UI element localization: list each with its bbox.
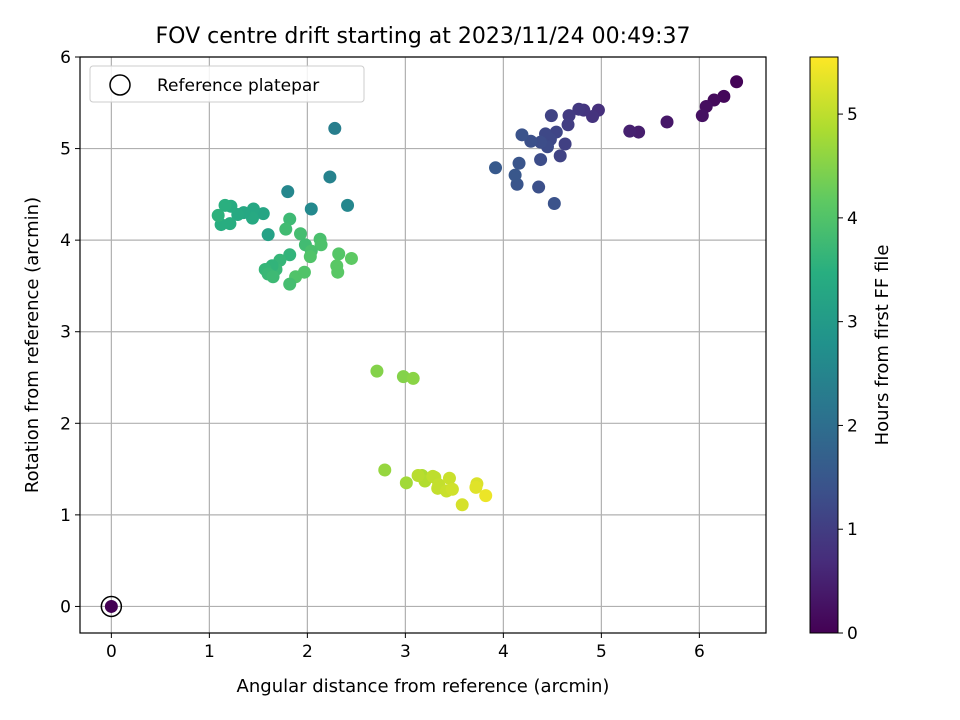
legend: Reference platepar bbox=[89, 65, 365, 103]
colorbar-tick-label: 2 bbox=[847, 416, 858, 436]
x-tick-label: 1 bbox=[204, 642, 215, 662]
y-tick-label: 3 bbox=[60, 323, 71, 343]
x-tick-label: 6 bbox=[694, 642, 705, 662]
data-point bbox=[328, 121, 342, 135]
colorbar-tick-label: 1 bbox=[847, 520, 858, 540]
y-tick-label: 5 bbox=[60, 140, 71, 160]
plot-frame bbox=[79, 56, 767, 634]
data-point bbox=[256, 207, 270, 221]
y-tick-label: 0 bbox=[60, 597, 71, 617]
data-point bbox=[279, 222, 293, 236]
data-point bbox=[297, 265, 311, 279]
legend-box bbox=[89, 65, 365, 103]
data-point bbox=[314, 238, 328, 252]
data-point bbox=[547, 197, 561, 211]
x-tick-label: 0 bbox=[106, 642, 117, 662]
y-axis-ticks: 0 1 2 3 4 5 6 bbox=[60, 48, 80, 617]
data-point bbox=[489, 161, 503, 175]
data-point bbox=[283, 212, 297, 226]
x-tick-label: 5 bbox=[596, 642, 607, 662]
colorbar: 0 1 2 3 4 5 Hours from first FF file bbox=[809, 56, 893, 644]
data-point bbox=[558, 137, 572, 151]
data-point bbox=[344, 251, 358, 265]
data-point bbox=[399, 476, 413, 490]
y-axis-label: Rotation from reference (arcmin) bbox=[22, 197, 43, 493]
reference-data-point bbox=[104, 599, 118, 613]
data-point bbox=[281, 185, 295, 199]
data-point bbox=[218, 198, 232, 212]
data-point bbox=[660, 115, 674, 129]
data-point bbox=[294, 227, 307, 241]
data-point bbox=[370, 364, 384, 378]
x-axis-ticks: 0 1 2 3 4 5 6 bbox=[106, 633, 705, 662]
data-point bbox=[396, 370, 410, 384]
data-point bbox=[331, 265, 345, 279]
data-point bbox=[512, 156, 526, 170]
data-point bbox=[544, 109, 558, 123]
grid-lines bbox=[80, 56, 766, 633]
data-point bbox=[332, 247, 346, 261]
data-point bbox=[469, 480, 483, 494]
colorbar-gradient bbox=[809, 56, 839, 634]
y-tick-label: 2 bbox=[60, 414, 71, 434]
reference-marker bbox=[100, 595, 123, 618]
data-point bbox=[508, 168, 522, 182]
data-point bbox=[717, 89, 731, 103]
data-point bbox=[730, 75, 744, 89]
data-point bbox=[378, 463, 392, 477]
y-tick-label: 6 bbox=[60, 48, 71, 68]
data-point bbox=[455, 498, 469, 512]
colorbar-tick-label: 4 bbox=[847, 209, 858, 229]
data-point bbox=[323, 170, 337, 184]
data-point bbox=[304, 202, 318, 216]
data-point bbox=[515, 128, 529, 142]
data-point bbox=[532, 180, 546, 194]
data-point bbox=[303, 250, 317, 264]
data-point bbox=[261, 228, 275, 242]
data-point bbox=[411, 468, 425, 482]
data-point bbox=[442, 471, 456, 485]
colorbar-tick-label: 5 bbox=[847, 105, 858, 125]
data-point bbox=[283, 248, 297, 262]
data-point bbox=[211, 208, 225, 222]
y-tick-label: 1 bbox=[60, 506, 71, 526]
data-point bbox=[445, 482, 459, 496]
data-point bbox=[283, 277, 297, 291]
y-tick-label: 4 bbox=[60, 231, 71, 251]
chart-title: FOV centre drift starting at 2023/11/24 … bbox=[156, 24, 691, 49]
reference-platepar-marker bbox=[100, 595, 123, 618]
data-point bbox=[479, 489, 493, 503]
data-point bbox=[623, 124, 637, 138]
colorbar-ticks: 0 1 2 3 4 5 bbox=[838, 105, 858, 644]
colorbar-label: Hours from first FF file bbox=[872, 245, 893, 446]
x-axis-label: Angular distance from reference (arcmin) bbox=[237, 676, 610, 697]
colorbar-tick-label: 0 bbox=[847, 624, 858, 644]
legend-entry-reference: Reference platepar bbox=[157, 76, 319, 96]
data-point bbox=[695, 109, 709, 123]
x-tick-label: 2 bbox=[302, 642, 313, 662]
data-point bbox=[341, 198, 355, 212]
colorbar-tick-label: 3 bbox=[847, 313, 858, 333]
data-point bbox=[534, 135, 548, 149]
data-point bbox=[561, 118, 575, 132]
data-point bbox=[534, 153, 548, 167]
x-tick-label: 3 bbox=[400, 642, 411, 662]
data-point bbox=[572, 102, 586, 116]
x-tick-label: 4 bbox=[498, 642, 509, 662]
data-point bbox=[406, 371, 420, 385]
legend-marker-icon bbox=[109, 74, 131, 96]
data-point bbox=[266, 270, 280, 284]
scatter-points bbox=[211, 75, 744, 512]
data-point bbox=[553, 149, 567, 163]
